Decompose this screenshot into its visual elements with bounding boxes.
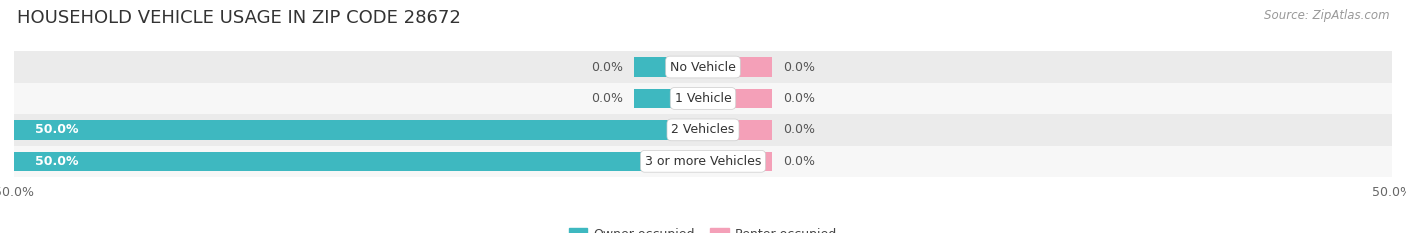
Text: 1 Vehicle: 1 Vehicle	[675, 92, 731, 105]
Bar	[703, 57, 772, 77]
Bar	[634, 89, 703, 108]
Legend: Owner-occupied, Renter-occupied: Owner-occupied, Renter-occupied	[564, 223, 842, 233]
Text: 0.0%: 0.0%	[783, 123, 815, 136]
Bar	[14, 152, 703, 171]
Bar	[703, 152, 772, 171]
Text: Source: ZipAtlas.com: Source: ZipAtlas.com	[1264, 9, 1389, 22]
Text: 3 or more Vehicles: 3 or more Vehicles	[645, 155, 761, 168]
Text: HOUSEHOLD VEHICLE USAGE IN ZIP CODE 28672: HOUSEHOLD VEHICLE USAGE IN ZIP CODE 2867…	[17, 9, 461, 27]
Text: 0.0%: 0.0%	[783, 92, 815, 105]
Bar	[703, 89, 772, 108]
Text: 0.0%: 0.0%	[591, 92, 623, 105]
Bar	[703, 120, 772, 140]
Text: 50.0%: 50.0%	[35, 155, 79, 168]
Text: 2 Vehicles: 2 Vehicles	[672, 123, 734, 136]
Text: No Vehicle: No Vehicle	[671, 61, 735, 74]
Bar	[14, 51, 1392, 83]
Text: 0.0%: 0.0%	[783, 155, 815, 168]
Bar	[14, 83, 1392, 114]
Bar	[634, 57, 703, 77]
Bar	[14, 114, 1392, 146]
Bar	[14, 120, 703, 140]
Text: 50.0%: 50.0%	[35, 123, 79, 136]
Text: 0.0%: 0.0%	[591, 61, 623, 74]
Text: 0.0%: 0.0%	[783, 61, 815, 74]
Bar	[14, 146, 1392, 177]
